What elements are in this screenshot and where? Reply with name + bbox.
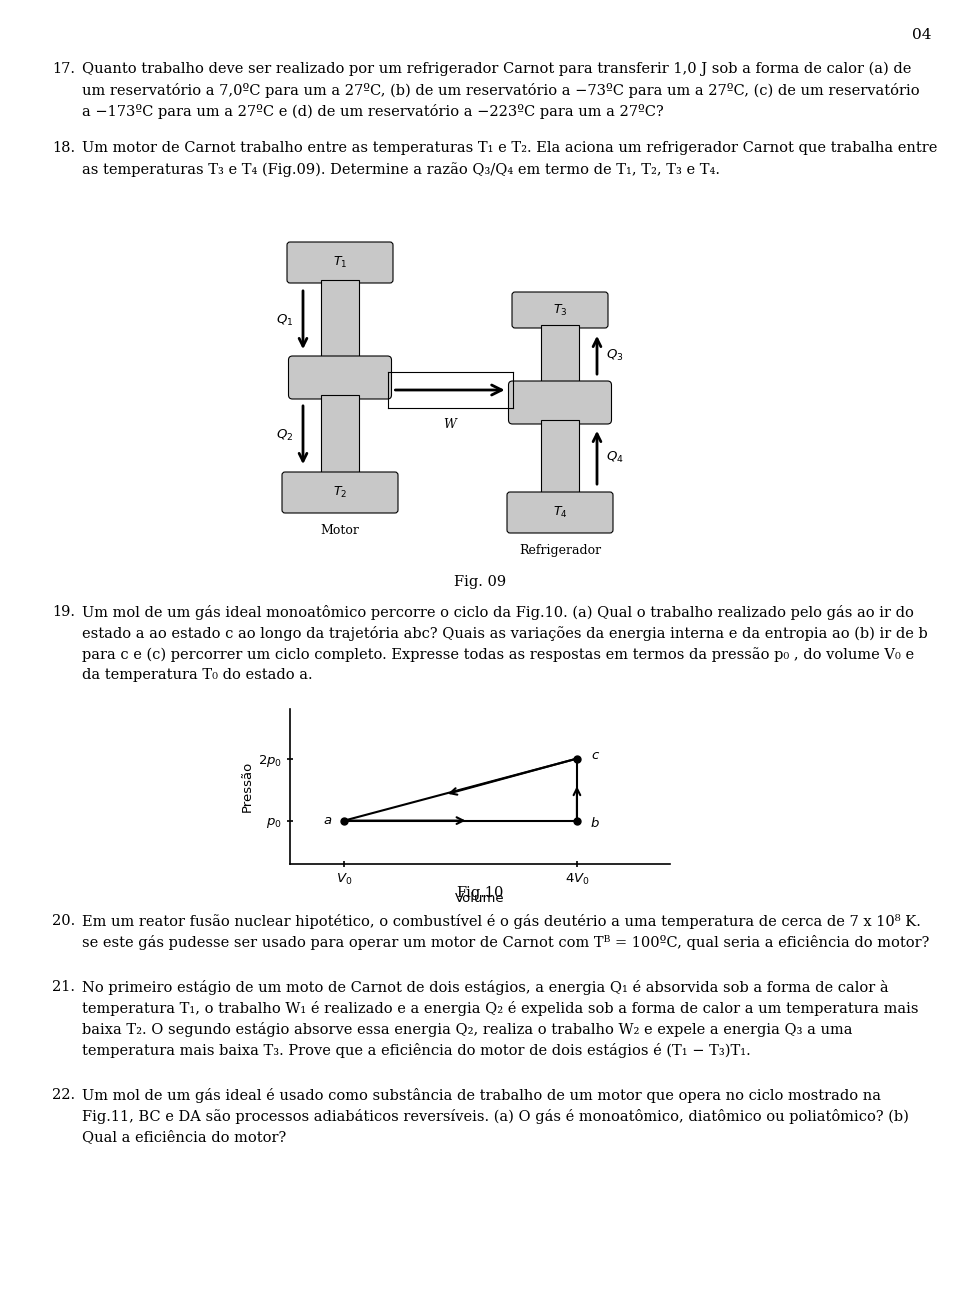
FancyBboxPatch shape xyxy=(512,292,608,328)
Text: temperatura T₁, o trabalho W₁ é realizado e a energia Q₂ é expelida sob a forma : temperatura T₁, o trabalho W₁ é realizad… xyxy=(82,1001,919,1016)
Text: 18.: 18. xyxy=(52,141,75,155)
Text: um reservatório a 7,0ºC para um a 27ºC, (b) de um reservatório a −73ºC para um a: um reservatório a 7,0ºC para um a 27ºC, … xyxy=(82,83,920,98)
Y-axis label: Pressão: Pressão xyxy=(240,761,253,812)
Text: $T_2$: $T_2$ xyxy=(333,485,348,500)
Text: 17.: 17. xyxy=(52,63,75,76)
Text: Um motor de Carnot trabalho entre as temperaturas T₁ e T₂. Ela aciona um refrige: Um motor de Carnot trabalho entre as tem… xyxy=(82,141,937,155)
Text: $T_1$: $T_1$ xyxy=(333,255,348,270)
Text: c: c xyxy=(591,749,598,762)
FancyBboxPatch shape xyxy=(509,380,612,423)
Text: para c e (c) percorrer um ciclo completo. Expresse todas as respostas em termos : para c e (c) percorrer um ciclo completo… xyxy=(82,648,914,662)
Text: $Q_1$: $Q_1$ xyxy=(276,313,294,327)
Text: b: b xyxy=(591,817,599,830)
FancyBboxPatch shape xyxy=(507,493,613,533)
Text: as temperaturas T₃ e T₄ (Fig.09). Determine a razão Q₃/Q₄ em termo de T₁, T₂, T₃: as temperaturas T₃ e T₄ (Fig.09). Determ… xyxy=(82,162,720,177)
X-axis label: Volume: Volume xyxy=(455,891,505,904)
Text: No primeiro estágio de um moto de Carnot de dois estágios, a energia Q₁ é absorv: No primeiro estágio de um moto de Carnot… xyxy=(82,980,889,995)
Text: $T_3$: $T_3$ xyxy=(553,302,567,318)
Text: $Q_3$: $Q_3$ xyxy=(606,348,624,362)
Text: 19.: 19. xyxy=(52,605,75,619)
Text: a: a xyxy=(324,814,331,827)
Text: 22.: 22. xyxy=(52,1088,75,1102)
Text: baixa T₂. O segundo estágio absorve essa energia Q₂, realiza o trabalho W₂ e exp: baixa T₂. O segundo estágio absorve essa… xyxy=(82,1022,852,1037)
Text: Quanto trabalho deve ser realizado por um refrigerador Carnot para transferir 1,: Quanto trabalho deve ser realizado por u… xyxy=(82,63,911,77)
Text: Um mol de um gás ideal é usado como substância de trabalho de um motor que opera: Um mol de um gás ideal é usado como subs… xyxy=(82,1088,881,1104)
Text: se este gás pudesse ser usado para operar um motor de Carnot com Tᴮ = 100ºC, qua: se este gás pudesse ser usado para opera… xyxy=(82,936,929,950)
Text: Qual a eficiência do motor?: Qual a eficiência do motor? xyxy=(82,1130,286,1144)
Text: estado a ao estado c ao longo da trajetória abc? Quais as variações da energia i: estado a ao estado c ao longo da trajetó… xyxy=(82,625,927,641)
Text: Fig.11, BC e DA são processos adiabáticos reversíveis. (a) O gás é monoatômico, : Fig.11, BC e DA são processos adiabático… xyxy=(82,1109,909,1124)
Text: W: W xyxy=(444,418,456,431)
Bar xyxy=(321,395,359,476)
Bar xyxy=(541,324,579,384)
Text: Fig.10: Fig.10 xyxy=(456,886,504,900)
Text: $T_4$: $T_4$ xyxy=(553,506,567,520)
Text: Um mol de um gás ideal monoatômico percorre o ciclo da Fig.10. (a) Qual o trabal: Um mol de um gás ideal monoatômico perco… xyxy=(82,605,914,620)
Text: Refrigerador: Refrigerador xyxy=(519,543,601,556)
Text: $Q_4$: $Q_4$ xyxy=(606,450,624,465)
FancyBboxPatch shape xyxy=(282,472,398,513)
Text: a −173ºC para um a 27ºC e (d) de um reservatório a −223ºC para um a 27ºC?: a −173ºC para um a 27ºC e (d) de um rese… xyxy=(82,104,663,119)
Bar xyxy=(321,280,359,360)
Bar xyxy=(541,420,579,495)
Text: Motor: Motor xyxy=(321,524,359,537)
Text: 20.: 20. xyxy=(52,913,75,928)
FancyBboxPatch shape xyxy=(287,242,393,283)
Text: 21.: 21. xyxy=(52,980,75,994)
Text: da temperatura T₀ do estado a.: da temperatura T₀ do estado a. xyxy=(82,668,313,681)
Text: $Q_2$: $Q_2$ xyxy=(276,427,294,443)
FancyBboxPatch shape xyxy=(289,356,392,399)
Text: Em um reator fusão nuclear hipotético, o combustível é o gás deutério a uma temp: Em um reator fusão nuclear hipotético, o… xyxy=(82,913,921,929)
Text: 04: 04 xyxy=(912,27,931,42)
Text: temperatura mais baixa T₃. Prove que a eficiência do motor de dois estágios é (T: temperatura mais baixa T₃. Prove que a e… xyxy=(82,1042,751,1058)
Text: Fig. 09: Fig. 09 xyxy=(454,575,506,589)
